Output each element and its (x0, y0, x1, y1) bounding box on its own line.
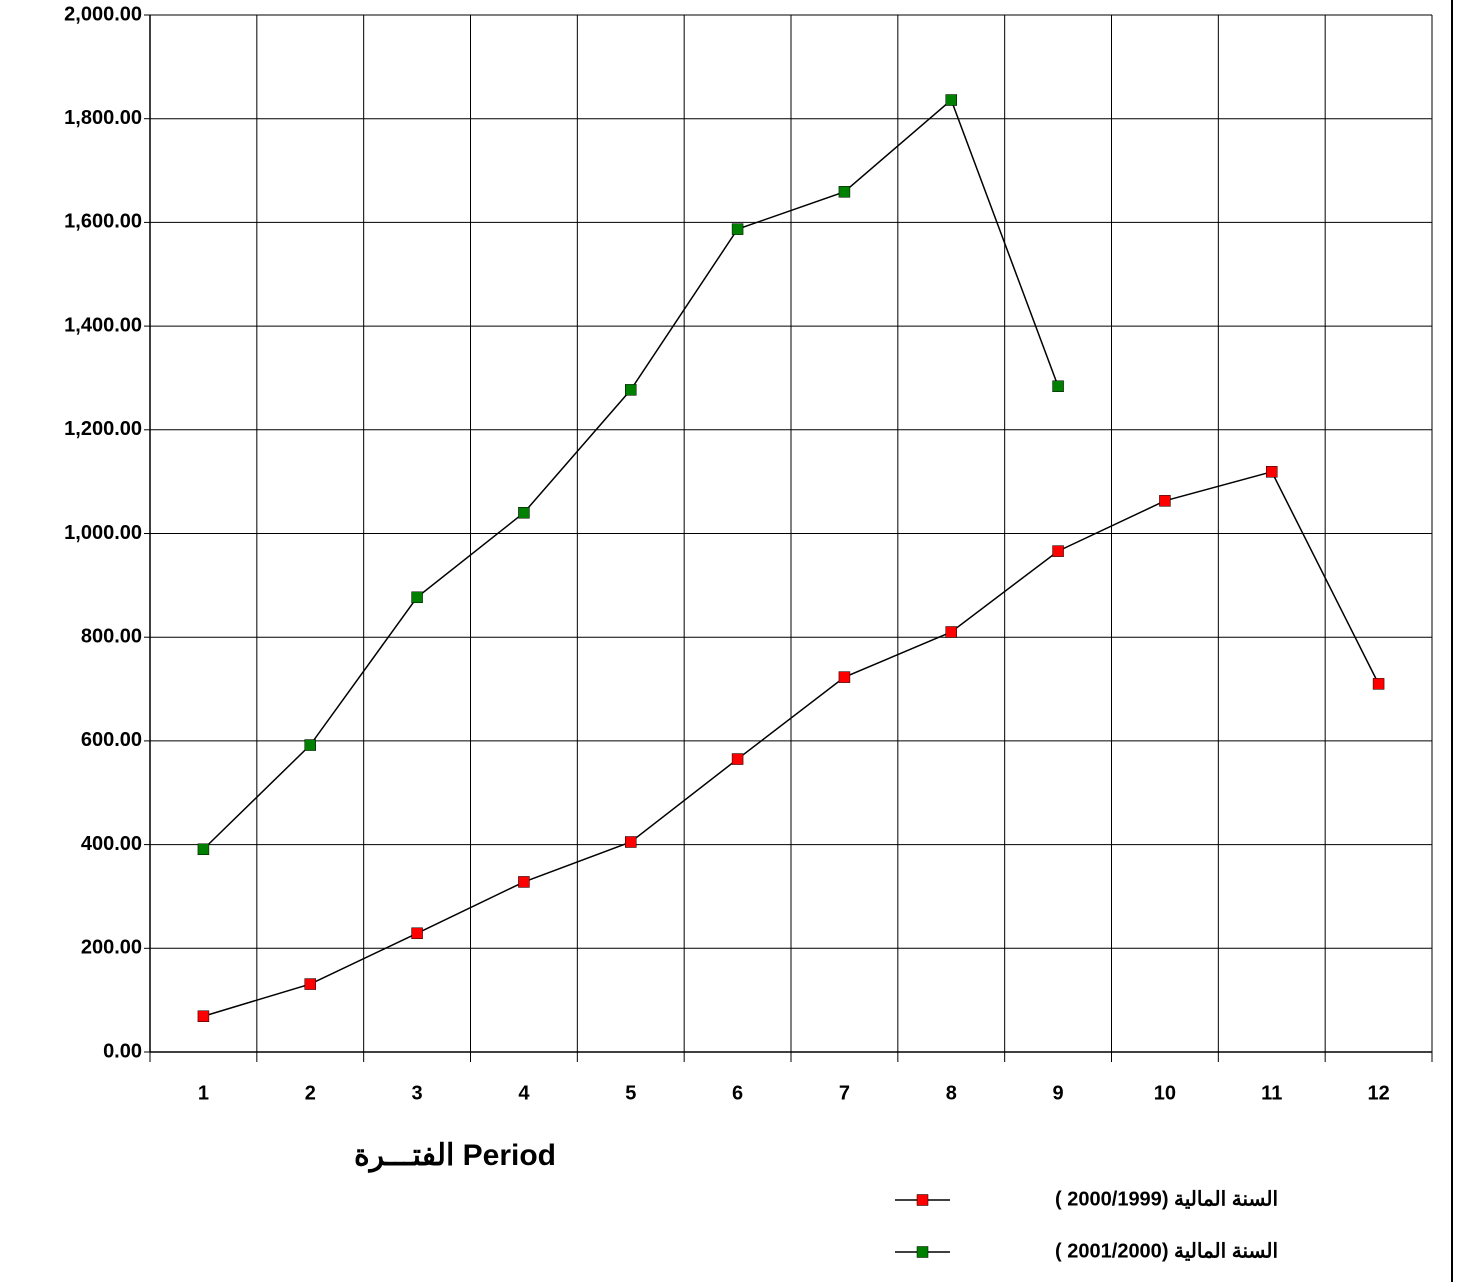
legend-label: السنة المالية (2000/1999 ) (1055, 1188, 1278, 1210)
x-tick-label: 2 (305, 1082, 316, 1104)
x-tick-label: 4 (518, 1082, 530, 1104)
point-marker (1159, 495, 1171, 507)
point-marker (1266, 466, 1278, 478)
y-tick-label: 2,000.00 (64, 3, 142, 25)
y-tick-label: 400.00 (81, 833, 142, 855)
series-line (203, 470, 1380, 1017)
y-tick-label: 1,800.00 (64, 107, 142, 129)
point-marker (625, 836, 637, 848)
y-tick-label: 1,200.00 (64, 418, 142, 440)
point-marker (411, 927, 423, 940)
x-tick-label: 1 (198, 1082, 209, 1104)
y-tick-label: 200.00 (81, 937, 142, 959)
y-tick-label: 600.00 (81, 729, 142, 751)
point-marker (518, 507, 530, 519)
series-line (202, 98, 1059, 850)
y-tick-label: 1,400.00 (64, 314, 142, 336)
point-marker (625, 384, 637, 396)
point-marker (838, 186, 851, 198)
point-marker (945, 94, 957, 106)
y-tick-label: 1,000.00 (64, 522, 142, 544)
point-marker (731, 223, 744, 235)
legend-marker (916, 1194, 929, 1206)
point-marker (411, 591, 423, 604)
point-marker (945, 626, 957, 638)
x-tick-label: 3 (412, 1082, 423, 1104)
x-tick-label: 11 (1261, 1082, 1282, 1104)
point-marker (197, 843, 210, 856)
y-tick-label: 800.00 (81, 625, 142, 647)
x-tick-label: 12 (1367, 1082, 1389, 1104)
y-tick-label: 0.00 (103, 1040, 142, 1062)
point-marker (838, 671, 851, 683)
x-tick-label: 5 (625, 1082, 636, 1104)
legend-label: السنة المالية (2001/2000 ) (1055, 1240, 1278, 1262)
legend-marker (916, 1246, 929, 1258)
y-tick-label: 1,600.00 (64, 211, 142, 233)
point-marker (1052, 545, 1064, 557)
point-marker (1052, 380, 1064, 392)
x-tick-label: 7 (839, 1082, 850, 1104)
x-tick-label: 10 (1154, 1082, 1176, 1104)
point-marker (731, 753, 744, 765)
point-marker (518, 876, 530, 888)
x-tick-label: 9 (1053, 1082, 1064, 1104)
point-marker (304, 739, 316, 751)
x-tick-label: 8 (946, 1082, 957, 1104)
x-tick-label: 6 (732, 1082, 743, 1104)
x-axis-label: الفتـــرة Period (354, 1139, 556, 1173)
point-marker (304, 978, 316, 990)
point-marker (197, 1010, 210, 1022)
point-marker (1372, 678, 1385, 690)
